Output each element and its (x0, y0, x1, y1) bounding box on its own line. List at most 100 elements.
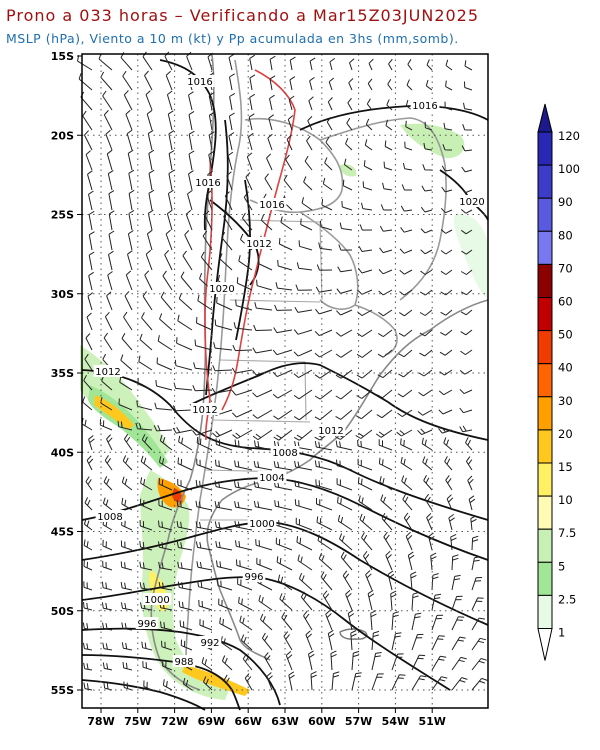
wind-barb (463, 102, 473, 111)
colorbar-segment (537, 330, 553, 365)
wind-barb (158, 499, 173, 511)
wind-barb (212, 365, 233, 372)
wind-barb (305, 630, 313, 651)
wind-barb (339, 533, 353, 551)
wind-barb (296, 262, 313, 271)
wind-barb (391, 632, 402, 651)
wind-barb (144, 270, 153, 291)
colorbar-segment (537, 197, 553, 232)
wind-barb (100, 71, 113, 91)
wind-barb (237, 578, 253, 591)
wind-barb (158, 520, 173, 531)
wind-barb (277, 574, 293, 591)
wind-barb (396, 429, 413, 437)
wind-barb (378, 457, 393, 471)
wind-barb (108, 230, 115, 251)
wind-barb (86, 312, 93, 331)
wind-barb (461, 187, 473, 194)
isobar-label: 1008 (272, 448, 297, 459)
wind-barb (145, 249, 153, 271)
wind-barb (234, 520, 253, 531)
wind-barb (235, 299, 253, 311)
wind-barb (426, 513, 433, 531)
colorbar-label: 100 (558, 162, 580, 176)
wind-barb (219, 617, 233, 631)
wind-barb (376, 409, 393, 419)
wind-barb (120, 540, 133, 551)
latitude-label: 45S (51, 526, 74, 539)
wind-barb (102, 662, 113, 671)
wind-barb (117, 420, 133, 431)
wind-barb (461, 229, 473, 235)
wind-barb (346, 117, 353, 131)
wind-barb (420, 269, 433, 275)
wind-barb (164, 250, 173, 271)
wind-barb (421, 185, 433, 192)
wind-barb (371, 630, 380, 651)
wind-barb (468, 495, 476, 511)
wind-barb (253, 324, 273, 331)
wind-barb (461, 166, 473, 173)
wind-barb (398, 369, 413, 378)
wind-barb (145, 90, 153, 111)
wind-barb (300, 218, 313, 231)
wind-barb (380, 494, 393, 511)
wind-barb (266, 672, 273, 691)
wind-barb (325, 136, 333, 151)
red-contour (204, 69, 296, 441)
wind-barb (438, 389, 453, 396)
wind-barb (146, 109, 153, 131)
wind-barbs (77, 51, 488, 691)
isobar-988 (81, 654, 241, 711)
wind-barb (406, 79, 413, 91)
wind-barb (177, 581, 193, 591)
isobar-996 (81, 576, 451, 691)
wind-barb (462, 124, 473, 131)
wind-barb (275, 282, 293, 291)
wind-barb (218, 598, 233, 611)
wind-barb (231, 409, 253, 418)
wind-barb (362, 181, 373, 191)
wind-barb (417, 409, 433, 416)
wind-barb (102, 560, 113, 571)
wind-barb (400, 438, 413, 451)
wind-barb (146, 229, 153, 251)
wind-barb (139, 561, 153, 571)
wind-barb (214, 319, 233, 331)
wind-barb (138, 355, 153, 371)
wind-barb (260, 214, 273, 231)
wind-barb (337, 266, 353, 273)
wind-barb (272, 389, 293, 399)
wind-barb (78, 73, 93, 91)
wind-barb (381, 512, 393, 531)
wind-barb (141, 434, 153, 451)
colorbar-segment (537, 164, 553, 199)
wind-barb (451, 656, 467, 671)
wind-barb (123, 90, 133, 111)
wind-barb (247, 132, 254, 151)
wind-barb (267, 133, 273, 151)
wind-barb (343, 158, 353, 171)
wind-barb (431, 655, 447, 671)
wind-barb (451, 677, 468, 691)
latitude-label: 20S (51, 129, 74, 142)
wind-barb (451, 616, 465, 631)
isobar-label: 1012 (95, 367, 120, 378)
wind-barb (232, 344, 253, 352)
wind-barb (383, 161, 393, 171)
isobar-1008 (81, 369, 489, 521)
wind-barb (377, 329, 393, 338)
wind-barb (336, 309, 353, 316)
wind-barb (106, 149, 113, 171)
wind-barb (197, 580, 213, 591)
wind-barb (229, 73, 235, 91)
wind-barb (269, 94, 275, 111)
wind-barb (295, 284, 313, 291)
wind-barb (278, 237, 293, 251)
colorbar-label: 5 (558, 559, 565, 573)
wind-barb (102, 497, 113, 511)
wind-barb (356, 329, 373, 338)
isobar-label: 1016 (187, 77, 212, 88)
wind-barb (317, 534, 333, 551)
